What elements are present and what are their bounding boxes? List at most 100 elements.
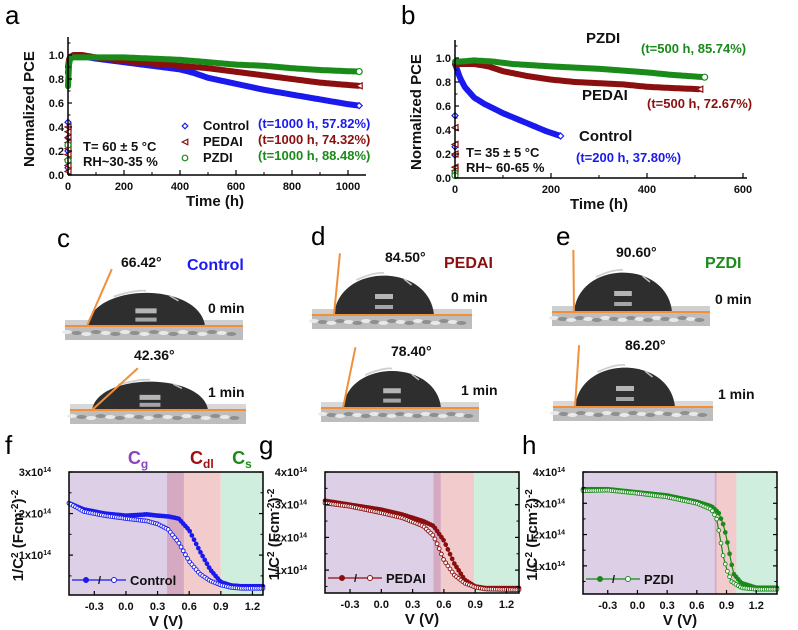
y-tick-label: 1x1014 <box>533 561 565 573</box>
series-band <box>452 61 564 139</box>
tangent-line <box>333 253 341 316</box>
substrate-texture <box>439 319 449 323</box>
y-tick-exponent: 14 <box>557 467 565 474</box>
y-tick-exponent: 14 <box>557 561 565 568</box>
x-tick-label: 0.9 <box>213 601 228 613</box>
panel-c: c 66.42° 0 min 42.36° 1 min Control <box>57 223 246 424</box>
y-axis-title-part: 2 <box>10 552 21 558</box>
x-tick-label: 0.3 <box>659 600 674 612</box>
contact-angle-label: 86.20° <box>625 337 666 353</box>
substrate-texture <box>404 321 415 325</box>
data-point <box>729 562 735 568</box>
legend-label: PEDAI <box>203 134 243 149</box>
sample-label: Control <box>187 257 244 274</box>
region-label-dl: Cdl <box>190 448 214 471</box>
panel-f: f 1x1014 2x1014 3x1014 -0.3 0.0 0.3 0.6 0.9 1.2 V … <box>5 430 266 630</box>
panel-h: h 1x1014 2x1014 3x1014 4x1014 -0.3 0.0 0.3 0.6 0.… <box>522 430 780 629</box>
substrate-texture <box>583 317 594 321</box>
panel-letter: f <box>5 430 13 460</box>
condition-temperature: T= 60 ± 5 °C <box>83 139 157 154</box>
y-tick-exponent: 14 <box>43 509 51 516</box>
annotation-pzdi: (t=500 h, 85.74%) <box>641 41 746 56</box>
y-tick-label: 2x1014 <box>275 532 307 544</box>
data-point <box>449 569 455 575</box>
y-axis-title-part: 1/C <box>10 558 27 582</box>
substrate-texture <box>677 316 688 320</box>
data-point <box>443 542 449 547</box>
substrate-texture <box>447 320 458 324</box>
substrate-texture <box>456 321 467 325</box>
y-axis-title-part: (Fcm <box>10 512 27 552</box>
panel-letter: h <box>522 430 536 460</box>
y-axis-title-part: 2 <box>266 551 277 557</box>
y-tick-exponent: 14 <box>43 550 51 557</box>
y-axis-title: Normalized PCE <box>408 54 425 170</box>
substrate-texture <box>207 330 217 334</box>
y-tick-exponent: 14 <box>557 498 565 505</box>
droplet-reflection <box>135 317 157 322</box>
substrate-texture <box>430 321 441 325</box>
legend-item-pedai: PEDAI <box>180 134 243 149</box>
substrate-texture <box>550 411 560 415</box>
data-point <box>185 556 190 561</box>
tangent-line <box>574 345 581 408</box>
substrate-texture <box>326 413 337 417</box>
legend-item-control: Control <box>181 118 249 133</box>
substrate-texture <box>387 319 397 323</box>
series-band <box>65 54 362 90</box>
substrate-texture <box>567 413 578 417</box>
data-point <box>195 545 201 551</box>
y-tick-label: 3x1014 <box>275 500 307 512</box>
droplet-reflection <box>383 388 401 394</box>
data-point <box>445 563 451 569</box>
y-tick-label: 0.0 <box>49 170 64 182</box>
region-label-subscript: dl <box>203 457 214 471</box>
y-tick-label: 0.8 <box>49 74 64 86</box>
substrate-texture <box>62 330 72 334</box>
region-label-subscript: g <box>141 457 148 471</box>
substrate-texture <box>593 413 604 417</box>
substrate-texture <box>178 330 188 334</box>
y-axis-title-part: (Fcm <box>266 511 283 551</box>
contact-angle-label: 78.40° <box>391 343 432 359</box>
substrate-texture <box>352 413 363 417</box>
plot-frame <box>68 471 264 596</box>
y-tick-exponent: 14 <box>299 565 307 572</box>
data-point <box>709 508 715 514</box>
data-point <box>191 537 197 543</box>
substrate-texture <box>91 330 101 334</box>
x-tick-label: 0.3 <box>405 599 420 611</box>
y-tick-exponent: 14 <box>299 532 307 539</box>
substrate-texture <box>124 414 135 418</box>
legend-label: PEDAI <box>386 571 426 586</box>
annotation-pedai: (t=1000 h, 74.32%) <box>258 132 370 147</box>
y-tick-label: 0.2 <box>49 146 64 158</box>
region-cg <box>325 472 441 593</box>
condition-humidity: RH~ 60-65 % <box>466 160 545 175</box>
droplet-reflection <box>375 305 393 309</box>
substrate-texture <box>688 412 699 416</box>
x-tick-label: 1000 <box>336 181 360 193</box>
y-tick-exponent: 14 <box>43 467 51 474</box>
droplet-reflection <box>375 294 393 299</box>
data-point <box>460 574 466 580</box>
contact-angle-label: 42.36° <box>134 347 175 363</box>
data-point <box>436 546 442 551</box>
data-point <box>176 540 182 546</box>
substrate-texture <box>600 316 611 320</box>
substrate-texture <box>197 332 208 336</box>
y-axis-title-part: -2 <box>524 503 535 512</box>
x-axis-title: V (V) <box>405 611 439 628</box>
data-point <box>727 574 732 580</box>
droplet-reflection <box>614 302 632 306</box>
data-point <box>206 565 212 570</box>
substrate-texture <box>153 414 163 418</box>
x-tick-label: 0.6 <box>182 601 197 613</box>
end-marker <box>355 101 364 110</box>
data-point <box>720 521 726 527</box>
substrate-texture <box>335 319 345 323</box>
series-pedai <box>452 61 704 94</box>
y-axis-title: Normalized PCE <box>21 51 38 167</box>
legend: / PZDI <box>586 572 674 587</box>
plot-frame <box>582 471 778 595</box>
